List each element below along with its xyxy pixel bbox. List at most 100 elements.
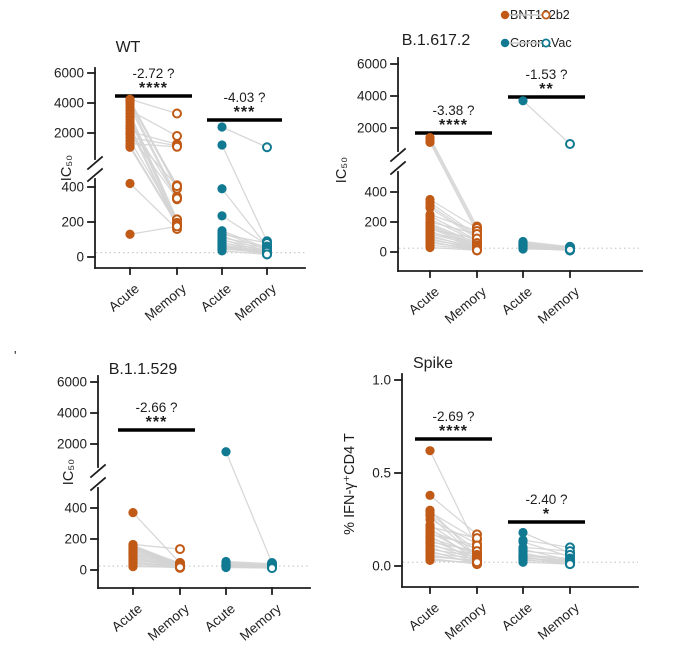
pair-line xyxy=(225,560,273,565)
acute-data-point xyxy=(125,229,135,239)
pair-line xyxy=(129,132,178,187)
pair-line xyxy=(522,531,571,554)
y-tick-label: 6000 xyxy=(54,66,84,81)
pair-line xyxy=(225,562,273,566)
memory-data-point xyxy=(172,221,182,232)
pair-line xyxy=(221,239,268,249)
y-axis-label: IC₅₀ xyxy=(59,155,75,181)
acute-data-point xyxy=(221,562,231,573)
panel-title: WT xyxy=(116,39,141,56)
x-tick-label: Acute xyxy=(109,601,145,635)
y-tick-label: 1.0 xyxy=(372,373,391,388)
pair-line xyxy=(429,541,478,552)
legend-row-coronavac: CoronaVac xyxy=(500,29,678,57)
memory-data-point xyxy=(172,108,182,119)
x-tick-label: Memory xyxy=(237,601,284,644)
pair-line xyxy=(429,246,478,251)
y-tick-label: 0 xyxy=(79,563,87,578)
pair-line xyxy=(429,231,478,244)
stray-mark: ' xyxy=(14,348,17,363)
pair-line xyxy=(429,221,478,235)
pair-line xyxy=(429,450,478,548)
x-tick-label: Memory xyxy=(145,601,192,644)
pair-line xyxy=(225,451,273,564)
acute-data-point xyxy=(217,184,227,194)
y-tick-label: 2000 xyxy=(357,121,387,136)
x-tick-label: Memory xyxy=(535,600,582,643)
y-tick-label: 6000 xyxy=(357,57,387,72)
y-tick-label: 200 xyxy=(364,215,387,230)
y-tick-label: 4000 xyxy=(57,406,87,421)
pair-line xyxy=(429,213,478,232)
y-tick-label: 2000 xyxy=(57,437,87,452)
y-tick-label: 0.5 xyxy=(372,466,391,481)
x-tick-label: Acute xyxy=(198,281,234,315)
pair-line xyxy=(129,146,178,225)
pair-line xyxy=(522,559,571,563)
fold-change-label: -4.03 ? xyxy=(223,90,265,105)
significance-stars: **** xyxy=(439,423,468,440)
pair-line xyxy=(522,561,571,565)
fold-change-label: -3.38 ? xyxy=(432,103,474,118)
pair-line xyxy=(132,559,181,566)
pair-line xyxy=(129,104,178,197)
axis-break-icon xyxy=(86,155,104,171)
pair-line xyxy=(429,533,478,547)
pair-line xyxy=(129,142,178,148)
fold-change-label: -2.69 ? xyxy=(432,409,474,424)
memory-data-point xyxy=(262,142,272,153)
pair-line xyxy=(429,201,478,237)
pair-line xyxy=(429,239,478,249)
memory-data-point xyxy=(172,181,182,192)
significance-stars: *** xyxy=(234,104,256,121)
pair-line xyxy=(221,188,268,247)
x-tick-label: Acute xyxy=(406,600,442,634)
pair-line xyxy=(221,126,268,148)
pair-line xyxy=(522,539,571,549)
y-tick-label: 400 xyxy=(64,501,87,516)
pair-line xyxy=(429,556,478,562)
pair-line xyxy=(221,248,268,253)
x-tick-label: Memory xyxy=(232,281,279,324)
x-tick-label: Memory xyxy=(442,600,489,643)
acute-data-point xyxy=(221,447,231,457)
memory-data-point xyxy=(472,245,482,256)
x-tick-label: Acute xyxy=(202,601,238,635)
acute-data-point xyxy=(128,508,138,518)
pair-line xyxy=(129,136,178,147)
pair-line xyxy=(129,102,178,186)
pair-line xyxy=(429,526,478,539)
pair-line xyxy=(221,250,268,256)
pair-line xyxy=(522,243,571,249)
panel-title: Spike xyxy=(413,355,453,372)
acute-data-point xyxy=(425,203,435,213)
pair-line xyxy=(221,245,268,252)
pair-line xyxy=(132,512,181,564)
axis-break-icon xyxy=(89,476,107,492)
y-tick-label: 4000 xyxy=(357,89,387,104)
pair-line xyxy=(132,555,181,566)
memory-data-point xyxy=(172,131,182,141)
acute-data-point xyxy=(125,178,135,189)
pair-line xyxy=(522,557,571,562)
fold-change-label: -1.53 ? xyxy=(525,67,567,82)
pair-line xyxy=(429,139,478,230)
significance-stars: *** xyxy=(146,414,168,431)
pair-line xyxy=(129,225,178,235)
pair-line xyxy=(429,233,478,246)
acute-data-point xyxy=(128,561,138,572)
acute-data-point xyxy=(217,246,227,256)
pair-line xyxy=(132,549,181,565)
legend-row-bnt162b2: BNT162b2 xyxy=(500,1,678,29)
memory-data-point xyxy=(565,559,575,570)
acute-data-point xyxy=(518,96,528,106)
pair-line xyxy=(221,144,268,242)
fold-change-label: -2.40 ? xyxy=(525,492,567,507)
pair-line xyxy=(132,565,181,568)
pair-line xyxy=(429,511,478,541)
